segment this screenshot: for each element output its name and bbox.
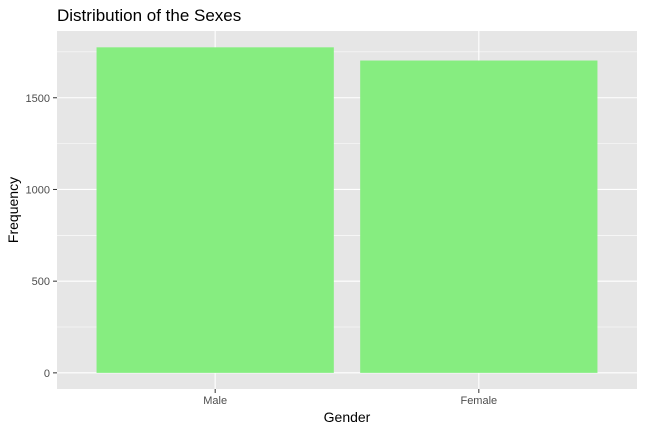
x-axis: Male Female xyxy=(203,389,497,407)
x-axis-title: Gender xyxy=(324,409,371,425)
y-tick-label: 0 xyxy=(44,368,50,380)
bar-female xyxy=(360,60,598,373)
bars xyxy=(96,47,598,373)
chart-title: Distribution of the Sexes xyxy=(57,6,241,25)
x-tick-label: Female xyxy=(460,395,497,407)
x-tick-label: Male xyxy=(203,395,227,407)
y-tick-label: 1500 xyxy=(26,93,50,105)
y-axis: 0 500 1000 1500 xyxy=(26,93,57,380)
y-tick-label: 1000 xyxy=(26,184,50,196)
bar-male xyxy=(96,47,334,373)
y-axis-title: Frequency xyxy=(5,177,21,243)
y-tick-label: 500 xyxy=(32,276,50,288)
